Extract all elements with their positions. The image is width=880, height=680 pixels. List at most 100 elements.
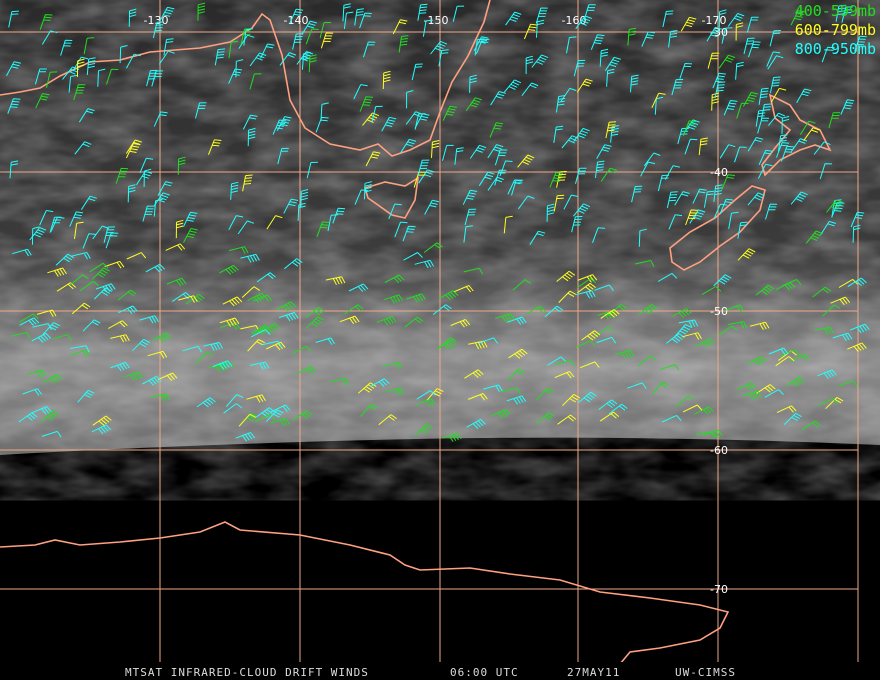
wind-barb [247,127,256,147]
wind-barb [604,56,621,71]
wind-barb [382,361,403,370]
wind-barb [139,157,154,174]
wind-barb [89,262,109,273]
wind-barb [402,225,416,242]
wind-barb [512,279,532,291]
wind-barb [756,384,776,394]
wind-barb [706,26,723,42]
wind-barb [703,429,723,438]
wind-barb [405,111,423,125]
wind-barb [214,361,235,368]
wind-barb [293,410,313,421]
wind-barb [841,6,853,23]
wind-barb [556,170,567,188]
wind-barb [332,207,346,224]
wind-barb [478,171,495,187]
wind-barb [403,252,423,261]
wind-barb [828,112,841,129]
wind-barb [531,54,549,68]
wind-barb [503,79,522,93]
wind-barb [146,69,158,87]
wind-barb [262,340,282,348]
wind-barb [238,34,255,49]
wind-barb [789,353,810,363]
caption-text: MTSAT INFRARED-CLOUD DRIFT WINDS [125,666,369,679]
wind-barb [682,120,697,136]
wind-barb [507,368,525,382]
wind-barb [265,341,286,351]
wind-barb [22,388,43,396]
wind-barb [770,87,787,103]
wind-barb [671,79,684,96]
wind-barb [117,289,137,301]
wind-barb [166,277,187,287]
wind-barb [813,141,831,155]
wind-barb [39,14,53,30]
wind-barb [577,278,597,289]
wind-barb [35,93,50,109]
wind-barb [195,351,214,364]
wind-barb [382,70,391,90]
wind-barb [764,389,784,398]
wind-barb [831,202,845,218]
wind-barb [276,301,297,312]
wind-barb [651,381,670,395]
wind-barb [614,350,635,359]
wind-barb [416,398,436,407]
wind-barb [8,10,19,28]
wind-barb [247,339,265,352]
wind-barb [557,414,577,425]
wind-barb [599,48,609,67]
wind-barb [150,393,171,402]
caption-text: 27MAY11 [567,666,620,679]
wind-barb [475,38,490,54]
wind-barb [86,57,96,76]
wind-barb [727,321,748,329]
wind-barb [579,361,600,369]
wind-barb [523,23,538,40]
wind-barb [320,32,334,49]
wind-barb [426,388,444,402]
wind-barb [701,286,722,296]
wind-barb [575,167,587,184]
wind-barb [592,227,606,243]
wind-barb [127,184,136,203]
wind-barb [747,137,764,152]
wind-barb [266,215,283,230]
wind-barb [735,61,744,80]
wind-barb [489,122,504,138]
tasmania-coast [364,176,420,219]
wind-barb [47,267,67,277]
wind-barb [110,334,130,343]
wind-barb [462,189,478,205]
wind-barb [305,306,325,318]
wind-barb [411,63,423,81]
wind-barb [799,120,816,135]
wind-barb [414,259,435,269]
wind-barb [414,423,433,436]
wind-barb [517,154,535,168]
wind-barb [78,108,95,123]
wind-barb [74,141,92,155]
wind-barb [468,340,488,350]
wind-barb [296,365,317,375]
wind-barb [825,396,844,410]
wind-barb [230,181,239,200]
wind-barb [713,184,723,202]
wind-barb [478,337,499,344]
wind-barb [598,399,618,410]
wind-barb [416,390,436,400]
wind-barb [70,345,90,353]
wind-barb [250,329,271,338]
wind-barb [19,313,39,323]
wind-barb [634,260,655,267]
wind-barb [695,431,715,439]
wind-barb [850,211,865,228]
wind-barb [668,30,678,48]
wind-barb [60,39,73,56]
wind-barb [661,414,682,423]
wind-barb [682,404,703,413]
wind-barb [153,198,163,217]
wind-barb [29,227,47,241]
legend-entry: 400-599mb [795,2,876,20]
